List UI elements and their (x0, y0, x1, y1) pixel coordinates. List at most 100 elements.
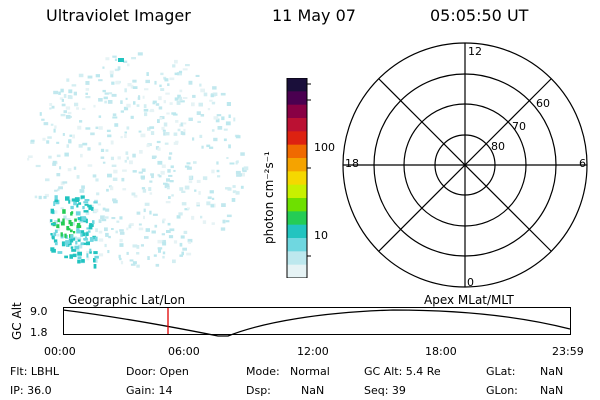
polar-diagonal-2 (378, 78, 552, 252)
aurora-speckle (89, 250, 92, 254)
uv-speckle (228, 144, 231, 149)
aurora-speckle (64, 255, 68, 259)
uv-speckle (63, 94, 67, 98)
uv-speckle (167, 169, 171, 173)
aurora-speckle (78, 202, 82, 205)
uv-speckle (107, 173, 112, 178)
uv-speckle (155, 103, 160, 106)
colorbar-tick-100: 100 (314, 141, 335, 154)
uv-speckle (119, 238, 123, 243)
uv-speckle (181, 202, 187, 206)
aurora-speckle (75, 197, 80, 202)
uv-speckle (163, 122, 168, 127)
uv-speckle (54, 220, 58, 224)
uv-speckle (144, 112, 148, 117)
aurora-speckle (70, 229, 73, 233)
uv-speckle (111, 228, 114, 230)
colorbar (286, 78, 311, 278)
uv-speckle (140, 175, 145, 179)
filter-label: Flt: LBHL (10, 365, 59, 378)
uv-speckle (235, 170, 241, 175)
uv-speckle (141, 187, 146, 190)
aurora-speckle (53, 239, 58, 243)
aurora-speckle (84, 236, 88, 240)
aurora-speckle (80, 230, 85, 235)
uv-speckle (62, 181, 68, 184)
uv-speckle (133, 194, 138, 198)
uv-speckle (85, 127, 91, 130)
uv-speckle (239, 173, 244, 177)
uv-speckle (110, 140, 114, 145)
uv-speckle (216, 169, 220, 173)
mlt-label-0: 0 (467, 276, 474, 289)
uv-speckle (144, 236, 149, 239)
uv-speckle (56, 141, 60, 144)
aurora-speckle (70, 205, 74, 210)
uv-speckle (145, 228, 150, 232)
uv-speckle (106, 129, 111, 132)
aurora-speckle (93, 251, 98, 255)
aurora-speckle (50, 219, 53, 223)
uv-speckle (69, 134, 73, 137)
uv-speckle (184, 208, 189, 211)
uv-speckle (58, 91, 61, 95)
aurora-speckle (93, 264, 97, 269)
aurora-speckle (51, 235, 55, 240)
uv-speckle (157, 247, 163, 250)
aurora-speckle (64, 242, 69, 245)
uv-speckle (50, 123, 54, 126)
uv-speckle (120, 100, 123, 104)
uv-speckle (124, 134, 127, 138)
uv-speckle (143, 104, 147, 108)
uv-speckle (201, 145, 204, 149)
aurora-speckle (56, 224, 60, 229)
uv-speckle (35, 164, 41, 168)
uv-speckle (90, 132, 95, 136)
aurora-speckle (66, 244, 69, 247)
uv-speckle (226, 214, 232, 218)
aurora-speckle (72, 253, 77, 258)
uv-speckle (163, 182, 168, 185)
uv-speckle (111, 164, 117, 167)
uv-speckle (188, 80, 193, 85)
uv-speckle (155, 263, 160, 267)
uv-speckle (211, 169, 215, 174)
uv-speckle (131, 192, 136, 196)
aurora-speckle (75, 240, 78, 245)
colorbar-unit-label: photon cm⁻²s⁻¹ (262, 151, 276, 244)
uv-speckle (48, 155, 52, 159)
aurora-speckle (51, 248, 56, 253)
uv-speckle (223, 128, 228, 131)
uv-speckle (73, 166, 77, 170)
uv-speckle (94, 208, 99, 213)
uv-speckle (150, 108, 154, 112)
uv-speckle (111, 93, 117, 97)
uv-speckle (170, 165, 174, 169)
time-label: 05:05:50 UT (430, 6, 529, 25)
uv-speckle (199, 134, 203, 138)
uv-speckle (90, 204, 94, 208)
uv-speckle (121, 177, 125, 182)
colorbar-band (287, 144, 307, 159)
uv-speckle (138, 223, 142, 226)
uv-speckle (108, 92, 113, 95)
colorbar-band (287, 211, 307, 226)
uv-speckle (68, 89, 73, 94)
uv-speckle (211, 102, 215, 105)
uv-speckle (210, 204, 215, 208)
aurora-speckle (66, 226, 70, 231)
uv-speckle (152, 155, 157, 158)
uv-speckle (146, 144, 150, 148)
uv-speckle (54, 125, 57, 129)
uv-speckle (140, 133, 146, 138)
uv-speckle (175, 140, 179, 144)
uv-speckle (165, 92, 170, 95)
uv-speckle (188, 241, 191, 244)
uv-speckle (203, 92, 208, 97)
uv-speckle (199, 83, 202, 87)
uv-speckle (171, 194, 174, 197)
uv-speckle (53, 128, 56, 133)
uv-speckle (112, 116, 118, 119)
uv-speckle (45, 178, 50, 182)
aurora-speckle (83, 210, 89, 213)
